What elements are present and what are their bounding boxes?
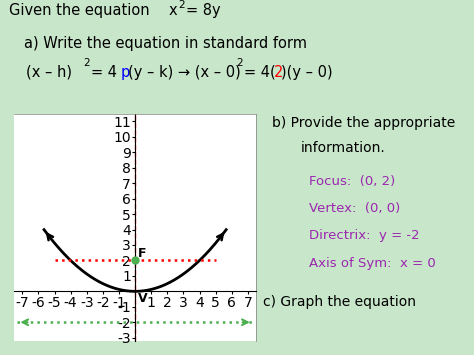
Text: (y – k) → (x – 0): (y – k) → (x – 0) (128, 65, 241, 80)
Text: = 4(: = 4( (244, 65, 276, 80)
Text: c) Graph the equation: c) Graph the equation (263, 295, 416, 309)
Text: = 4: = 4 (91, 65, 118, 80)
Text: 2: 2 (179, 0, 185, 10)
Text: Vertex:  (0, 0): Vertex: (0, 0) (310, 202, 401, 215)
Text: Axis of Sym:  x = 0: Axis of Sym: x = 0 (310, 257, 436, 270)
Text: a) Write the equation in standard form: a) Write the equation in standard form (24, 36, 307, 51)
Text: 2: 2 (83, 58, 90, 68)
Text: F: F (138, 247, 146, 260)
Text: information.: information. (301, 141, 386, 155)
Text: 2: 2 (274, 65, 283, 80)
Text: )(y – 0): )(y – 0) (281, 65, 332, 80)
Text: Focus:  (0, 2): Focus: (0, 2) (310, 175, 396, 188)
Text: x: x (168, 4, 177, 18)
Text: b) Provide the appropriate: b) Provide the appropriate (272, 116, 455, 130)
Text: (x – h): (x – h) (26, 65, 72, 80)
Text: Given the equation: Given the equation (9, 4, 159, 18)
Text: Directrix:  y = -2: Directrix: y = -2 (310, 229, 420, 242)
Text: V: V (138, 292, 147, 305)
Text: 2: 2 (236, 58, 243, 68)
Text: = 8y: = 8y (186, 4, 221, 18)
Text: p: p (121, 65, 130, 80)
